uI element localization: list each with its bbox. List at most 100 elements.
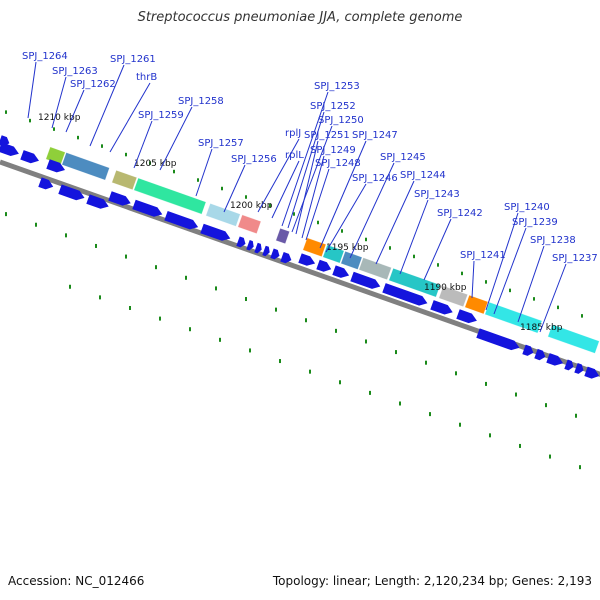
gene-label: SPJ_1252 xyxy=(310,101,356,112)
gene-leader-line xyxy=(281,91,329,227)
cds-arrow xyxy=(382,283,428,306)
gene-label: rplL xyxy=(285,150,304,161)
feature-band xyxy=(205,203,241,227)
cds-arrow xyxy=(262,245,270,257)
cds-arrow xyxy=(270,248,280,260)
gene-leader-line xyxy=(295,140,319,235)
cds-arrow xyxy=(280,252,292,264)
gene-leader-line xyxy=(223,164,246,213)
cds-arrow xyxy=(430,300,453,315)
gene-leader-line xyxy=(349,162,395,259)
accession-text: Accession: NC_012466 xyxy=(8,574,145,588)
gene-label: SPJ_1237 xyxy=(552,253,598,264)
cds-arrow xyxy=(564,359,574,371)
gene-leader-line xyxy=(27,61,37,119)
feature-band xyxy=(547,324,600,354)
gene-leader-line xyxy=(325,183,367,253)
gene-leader-line xyxy=(159,106,193,171)
cds-arrow xyxy=(38,177,54,190)
feature-band xyxy=(322,244,345,264)
kbp-label: 1190 kbp xyxy=(424,283,467,293)
kbp-label: 1205 kbp xyxy=(134,159,177,169)
gene-leader-line xyxy=(257,138,300,213)
gene-leader-line xyxy=(51,76,67,129)
gene-leader-line xyxy=(287,111,325,229)
gene-leader-line xyxy=(89,64,125,147)
gene-label: SPJ_1247 xyxy=(352,130,398,141)
gene-label: SPJ_1244 xyxy=(400,170,446,181)
cds-arrow xyxy=(350,271,381,289)
feature-band xyxy=(237,214,262,235)
gene-label: rplJ xyxy=(285,128,301,139)
gene-label: SPJ_1248 xyxy=(315,158,361,169)
gene-label: SPJ_1242 xyxy=(437,208,483,219)
cds-arrow xyxy=(456,309,477,324)
gene-leader-line xyxy=(471,260,475,299)
feature-band xyxy=(275,227,290,245)
kbp-label: 1210 kbp xyxy=(38,113,81,123)
gene-leader-line xyxy=(375,180,415,265)
cds-arrow xyxy=(584,366,600,379)
feature-band xyxy=(61,152,110,181)
gene-label: SPJ_1241 xyxy=(460,250,506,261)
cds-arrow xyxy=(86,194,109,209)
cds-arrow xyxy=(522,344,534,356)
gene-label: SPJ_1238 xyxy=(530,235,576,246)
gene-leader-line xyxy=(485,212,519,311)
feature-band xyxy=(484,301,543,334)
cds-arrow xyxy=(164,211,199,230)
cds-arrow xyxy=(20,150,39,164)
gene-label: SPJ_1256 xyxy=(231,154,277,165)
cds-arrow xyxy=(546,353,564,366)
gene-leader-line xyxy=(301,155,325,239)
gene-label: SPJ_1264 xyxy=(22,51,68,62)
cds-arrow xyxy=(0,135,10,147)
gene-leader-line xyxy=(195,148,213,197)
feature-band xyxy=(133,177,207,215)
gene-leader-line xyxy=(539,263,567,333)
gene-label: SPJ_1240 xyxy=(504,202,550,213)
gene-label: SPJ_1262 xyxy=(70,79,116,90)
gene-leader-line xyxy=(133,120,153,169)
cds-arrow xyxy=(332,265,350,278)
cds-arrow xyxy=(574,363,584,374)
gene-leader-line xyxy=(493,227,527,315)
kbp-label: 1200 kbp xyxy=(230,201,273,211)
gene-leader-line xyxy=(305,168,330,241)
feature-band xyxy=(464,294,489,315)
cds-arrow xyxy=(58,184,85,201)
cds-arrow xyxy=(246,240,254,251)
feature-band xyxy=(358,257,392,281)
cds-arrow xyxy=(200,223,231,241)
gene-label: SPJ_1249 xyxy=(310,145,356,156)
gene-label: SPJ_1246 xyxy=(352,173,398,184)
gene-label: SPJ_1258 xyxy=(178,96,224,107)
gene-leader-line xyxy=(399,199,429,275)
gene-label: thrB xyxy=(136,72,157,83)
gene-label: SPJ_1239 xyxy=(512,217,558,228)
map-title: Streptococcus pneumoniae JJA, complete g… xyxy=(137,10,463,25)
gene-label: SPJ_1245 xyxy=(380,152,426,163)
gene-label: SPJ_1250 xyxy=(318,115,364,126)
gene-label: SPJ_1251 xyxy=(304,130,350,141)
gene-leader-line xyxy=(65,89,85,133)
feature-band xyxy=(438,285,469,308)
cds-arrow xyxy=(108,191,131,206)
feature-band xyxy=(111,169,138,191)
feature-band xyxy=(340,250,363,270)
gene-leader-line xyxy=(423,218,452,281)
gene-leader-line xyxy=(291,125,333,233)
cds-arrow xyxy=(476,328,520,351)
feature-band xyxy=(302,237,327,258)
cds-arrow xyxy=(534,348,546,361)
gene-label: SPJ_1257 xyxy=(198,138,244,149)
gene-label: SPJ_1261 xyxy=(110,54,156,65)
gene-label: SPJ_1259 xyxy=(138,110,184,121)
gene-label: SPJ_1263 xyxy=(52,66,98,77)
kbp-label: 1195 kbp xyxy=(326,243,369,253)
cds-arrow xyxy=(236,236,246,248)
cds-arrow xyxy=(132,199,163,217)
cds-arrow xyxy=(316,259,332,272)
cds-arrow xyxy=(298,253,316,266)
